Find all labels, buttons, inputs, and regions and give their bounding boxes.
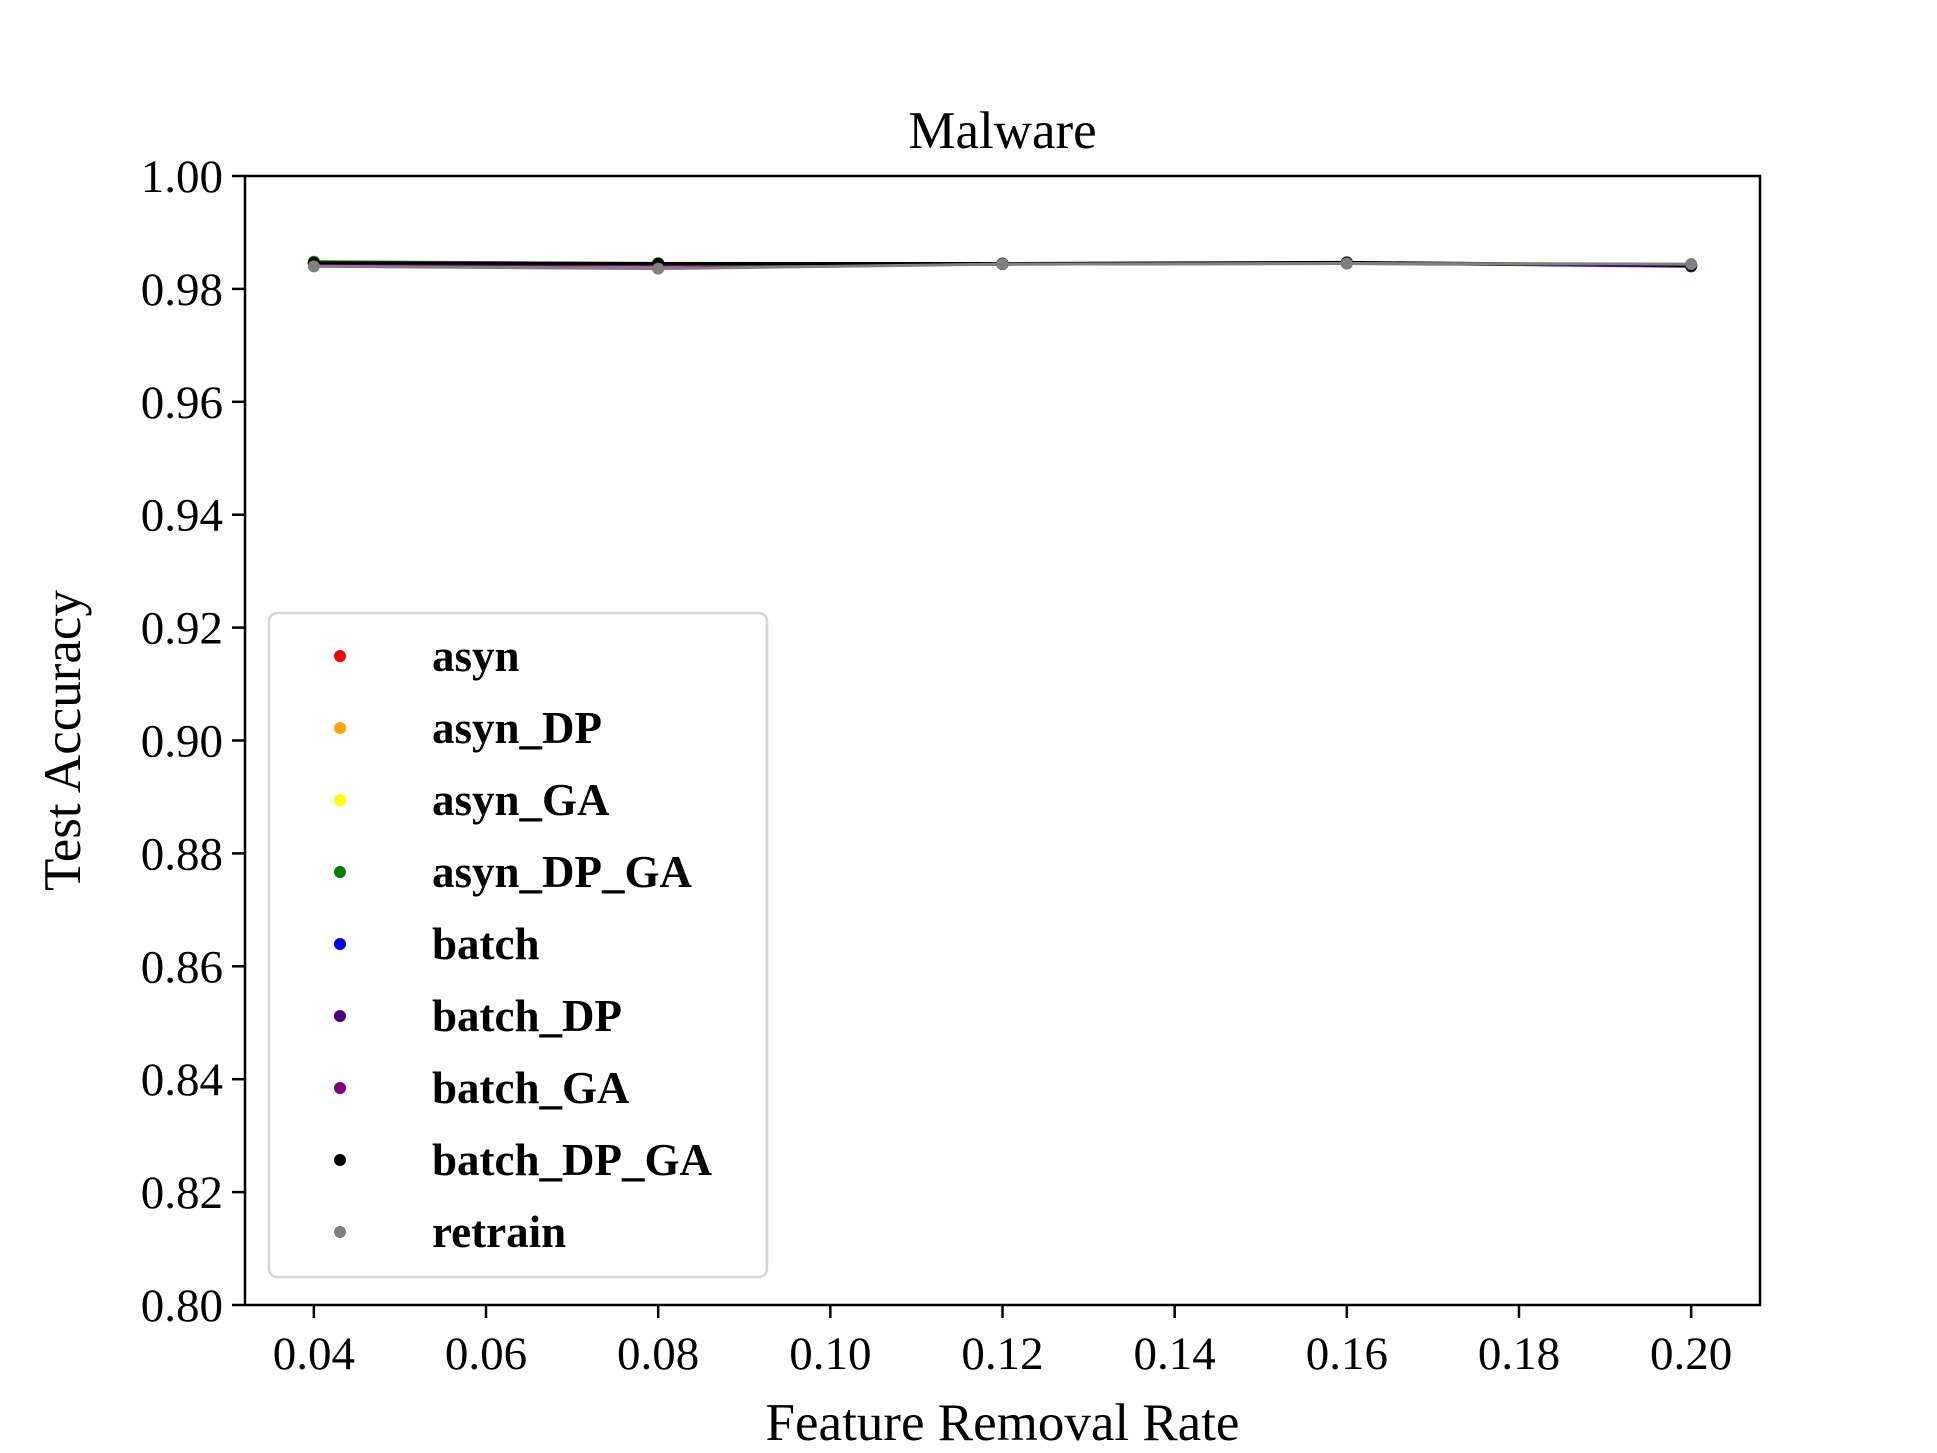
y-tick-label: 0.90	[141, 716, 223, 768]
plot-frame	[243, 174, 1762, 1307]
legend-marker	[334, 1154, 346, 1166]
x-tick-label: 0.12	[961, 1328, 1043, 1380]
y-tick-label: 0.94	[141, 490, 223, 542]
data-point	[996, 258, 1009, 271]
x-tick-label: 0.08	[617, 1328, 699, 1380]
chart-title: Malware	[908, 102, 1096, 160]
plot-series	[307, 255, 1698, 275]
x-tick-label: 0.16	[1306, 1328, 1388, 1380]
axis-ticks: 0.04 0.06 0.08 0.10 0.12 0.14 0.16 0.18 0.20 0.80…	[141, 151, 1733, 1380]
legend-label: asyn	[432, 631, 520, 681]
y-tick-label: 0.82	[141, 1167, 223, 1219]
x-axis-title: Feature Removal Rate	[766, 1394, 1240, 1452]
legend-label: batch	[432, 919, 540, 969]
x-tick-label: 0.20	[1650, 1328, 1732, 1380]
legend-marker	[334, 794, 346, 806]
data-point	[307, 260, 320, 273]
legend-label: asyn_GA	[432, 775, 610, 825]
x-tick-label: 0.06	[445, 1328, 527, 1380]
legend-label: batch_DP_GA	[432, 1135, 713, 1185]
y-tick-label: 0.80	[141, 1280, 223, 1332]
legend-label: asyn_DP_GA	[432, 847, 693, 897]
y-tick-label: 0.86	[141, 941, 223, 993]
legend-marker	[334, 650, 346, 662]
x-tick-label: 0.10	[789, 1328, 871, 1380]
data-point	[1340, 257, 1353, 270]
y-tick-label: 0.98	[141, 264, 223, 316]
legend-label: asyn_DP	[432, 703, 602, 753]
legend-label: batch_GA	[432, 1063, 630, 1113]
y-axis-title: Test Accuracy	[34, 590, 92, 891]
legend-label: batch_DP	[432, 991, 622, 1041]
y-tick-label: 0.84	[141, 1054, 223, 1106]
legend-marker	[334, 866, 346, 878]
legend-marker	[334, 722, 346, 734]
legend-box	[267, 611, 769, 1279]
legend-label: retrain	[432, 1207, 566, 1257]
y-tick-label: 0.92	[141, 603, 223, 655]
x-tick-label: 0.14	[1134, 1328, 1216, 1380]
y-tick-label: 1.00	[141, 151, 223, 203]
y-tick-label: 0.88	[141, 828, 223, 880]
x-tick-label: 0.04	[273, 1328, 355, 1380]
legend-marker	[334, 1010, 346, 1022]
series-retrain	[307, 257, 1698, 275]
legend-marker	[334, 1082, 346, 1094]
data-point	[652, 262, 665, 275]
legend-marker	[334, 938, 346, 950]
data-point	[1685, 258, 1698, 271]
legend-marker	[334, 1226, 346, 1238]
y-tick-label: 0.96	[141, 377, 223, 429]
x-tick-label: 0.18	[1478, 1328, 1560, 1380]
